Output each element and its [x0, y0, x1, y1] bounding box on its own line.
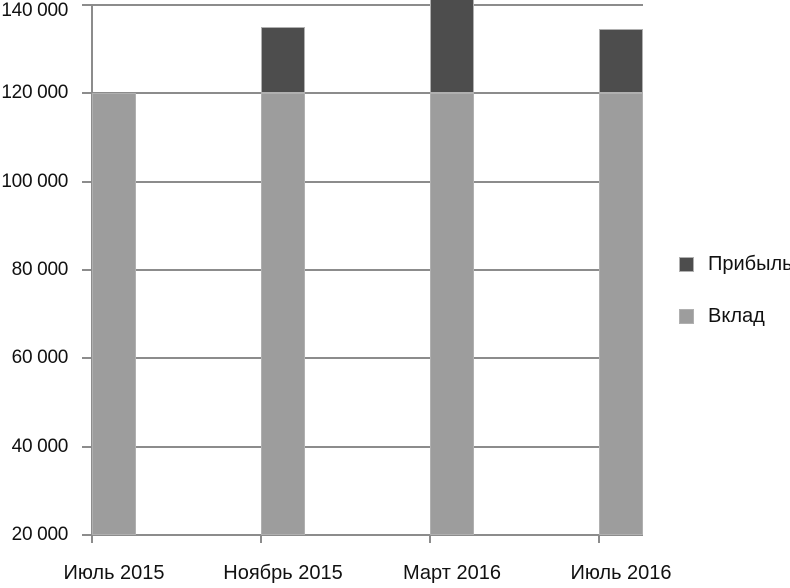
- x-axis-tick: [429, 535, 431, 543]
- y-axis-label: 80 000: [11, 259, 69, 280]
- y-axis-label: 100 000: [1, 170, 68, 192]
- legend-label: Прибыль: [708, 253, 790, 275]
- y-gridline: [92, 445, 643, 448]
- x-axis-label: Июль 2016: [570, 562, 672, 584]
- y-axis-label: 20 000: [11, 524, 69, 545]
- y-axis-tick: [82, 180, 92, 183]
- y-axis-tick: [82, 534, 92, 536]
- bar-segment-profit: [599, 28, 643, 94]
- y-axis-label: 140 000: [1, 0, 68, 21]
- x-axis-label: Март 2016: [403, 562, 501, 584]
- bar-segment-deposit: [92, 93, 136, 535]
- bar-segment-deposit: [599, 93, 643, 535]
- y-gridline: [92, 534, 643, 536]
- x-axis-tick: [598, 535, 600, 543]
- x-axis-tick: [91, 535, 93, 543]
- y-axis-tick: [82, 445, 92, 448]
- y-axis-tick: [82, 4, 92, 6]
- y-axis-label: 40 000: [11, 435, 69, 457]
- y-axis-label: 120 000: [1, 82, 68, 104]
- legend-label: Вклад: [708, 305, 765, 327]
- y-axis-tick: [82, 269, 92, 271]
- legend-swatch-icon: [679, 257, 694, 272]
- bar-segment-deposit: [261, 93, 305, 535]
- bar-segment-profit: [430, 0, 474, 94]
- x-axis-tick: [260, 535, 262, 543]
- x-axis-label: Июль 2015: [63, 562, 165, 584]
- y-axis-tick: [82, 357, 92, 360]
- x-axis-label: Ноябрь 2015: [223, 562, 343, 584]
- legend-item: Прибыль: [679, 253, 790, 276]
- bar-segment-profit: [261, 26, 305, 94]
- bar-segment-deposit: [430, 93, 474, 535]
- y-axis-label: 60 000: [11, 347, 69, 369]
- y-gridline: [92, 357, 643, 360]
- y-axis-tick: [82, 92, 92, 95]
- legend-item: Вклад: [679, 305, 765, 328]
- legend-swatch-icon: [679, 309, 694, 324]
- y-gridline: [92, 92, 643, 95]
- y-gridline: [92, 180, 643, 183]
- y-gridline: [92, 269, 643, 271]
- y-gridline: [92, 4, 643, 6]
